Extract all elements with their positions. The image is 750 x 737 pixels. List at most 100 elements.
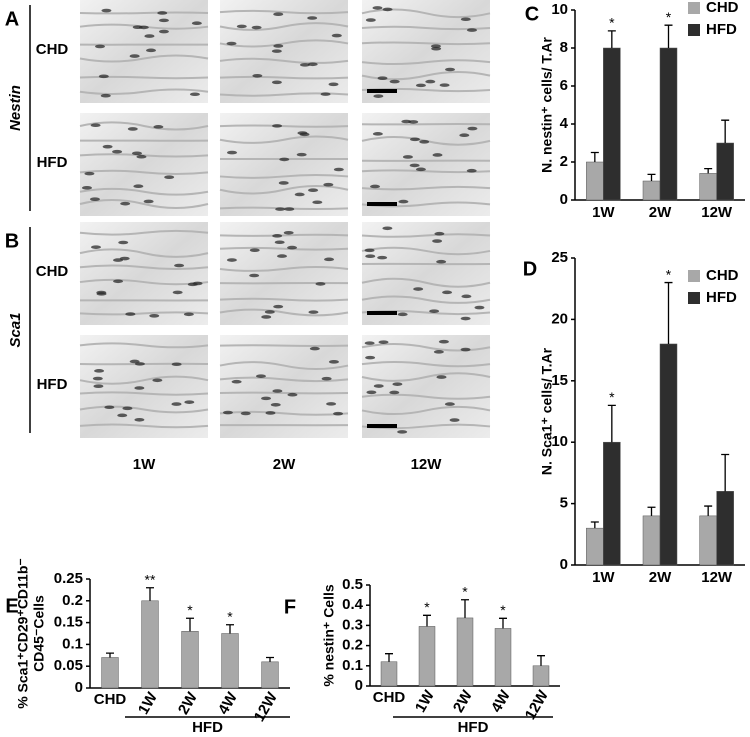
nucleus	[94, 369, 105, 373]
bar	[586, 161, 604, 201]
y-tick-label: 0.5	[342, 576, 363, 593]
nucleus	[434, 231, 445, 236]
nucleus	[326, 402, 337, 406]
nucleus	[324, 257, 335, 262]
significance-mark: *	[227, 608, 233, 624]
tissue-fiber	[219, 75, 349, 80]
nucleus	[432, 239, 443, 243]
nucleus	[89, 197, 100, 201]
x-tick-label: 1W	[412, 687, 438, 716]
y-tick-label: 15	[551, 372, 568, 389]
nucleus	[321, 376, 332, 381]
tissue-fiber	[79, 391, 209, 396]
nucleus	[333, 167, 344, 172]
micrograph-image	[362, 113, 490, 216]
bar	[699, 173, 717, 201]
nucleus	[415, 167, 426, 172]
y-tick-label: 0.2	[342, 637, 363, 654]
nucleus	[461, 294, 472, 299]
tissue-fiber	[361, 59, 491, 65]
tissue-fiber	[219, 344, 349, 347]
nucleus	[372, 132, 383, 136]
nucleus	[284, 207, 295, 211]
legend-swatch	[688, 270, 700, 282]
nucleus	[442, 290, 453, 295]
tissue-fiber	[79, 342, 209, 349]
nucleus	[84, 171, 95, 176]
tissue-fiber	[361, 393, 491, 400]
nucleus	[98, 74, 109, 79]
legend-label: CHD	[706, 267, 739, 284]
bar	[181, 631, 199, 689]
y-tick-label: 0.3	[342, 616, 363, 633]
nucleus	[274, 240, 285, 245]
panel-letter: D	[523, 258, 537, 280]
error-bar	[186, 617, 194, 632]
tissue-fiber	[79, 75, 209, 80]
nucleus	[460, 17, 471, 22]
micrograph	[361, 0, 491, 103]
legend-swatch	[688, 292, 700, 304]
tissue-fiber	[79, 54, 209, 63]
nucleus	[270, 402, 281, 407]
nucleus	[231, 379, 242, 384]
micrograph-image	[220, 222, 348, 325]
tissue-fiber	[219, 135, 349, 144]
nucleus	[377, 255, 388, 260]
nucleus	[92, 376, 103, 381]
bar	[221, 633, 239, 689]
nucleus	[278, 181, 289, 185]
y-tick-label: 10	[551, 433, 568, 450]
nucleus	[466, 28, 477, 32]
nucleus	[315, 282, 326, 286]
x-tick-label: CHD	[94, 691, 127, 708]
nucleus	[328, 82, 339, 87]
nucleus	[312, 200, 323, 205]
marker-label: Sca1	[7, 312, 24, 347]
bar	[494, 628, 512, 687]
error-bar	[721, 119, 730, 143]
tissue-fiber	[219, 174, 349, 179]
nucleus	[331, 33, 342, 38]
tissue-fiber	[361, 405, 491, 415]
nucleus	[90, 245, 101, 249]
column-label: 2W	[273, 456, 296, 473]
nucleus	[113, 279, 124, 284]
tissue-fiber	[219, 233, 349, 237]
row-label: HFD	[37, 154, 68, 171]
tissue-fiber	[219, 410, 349, 416]
nucleus	[459, 133, 470, 138]
nucleus	[474, 305, 485, 310]
nucleus	[415, 83, 426, 88]
nucleus	[240, 411, 251, 416]
bar	[261, 661, 279, 689]
tissue-fiber	[219, 266, 349, 272]
nucleus	[430, 44, 441, 48]
nucleus	[191, 21, 202, 26]
y-tick-label: 0	[560, 191, 568, 208]
nucleus	[164, 175, 175, 179]
nucleus	[432, 153, 443, 157]
y-tick-label: 5	[560, 495, 568, 512]
nucleus	[398, 199, 409, 204]
x-tick-label: 1W	[135, 689, 161, 718]
x-tick-label: 12W	[251, 689, 282, 725]
y-tick-label: 0	[75, 679, 83, 696]
nucleus	[144, 34, 155, 38]
legend-label: HFD	[706, 289, 737, 306]
micrograph	[361, 222, 491, 325]
tissue-fiber	[361, 361, 491, 368]
nucleus	[438, 339, 449, 344]
micrograph	[219, 0, 349, 103]
nucleus	[81, 186, 92, 190]
x-tick-label: 1W	[592, 204, 615, 221]
micrograph	[361, 335, 491, 438]
error-bar	[226, 624, 234, 634]
nucleus	[436, 259, 447, 264]
nucleus	[444, 402, 455, 406]
nucleus	[249, 248, 260, 252]
legend-swatch	[688, 24, 700, 36]
tissue-fiber	[79, 11, 209, 15]
nucleus	[460, 316, 471, 321]
bar	[716, 142, 734, 201]
